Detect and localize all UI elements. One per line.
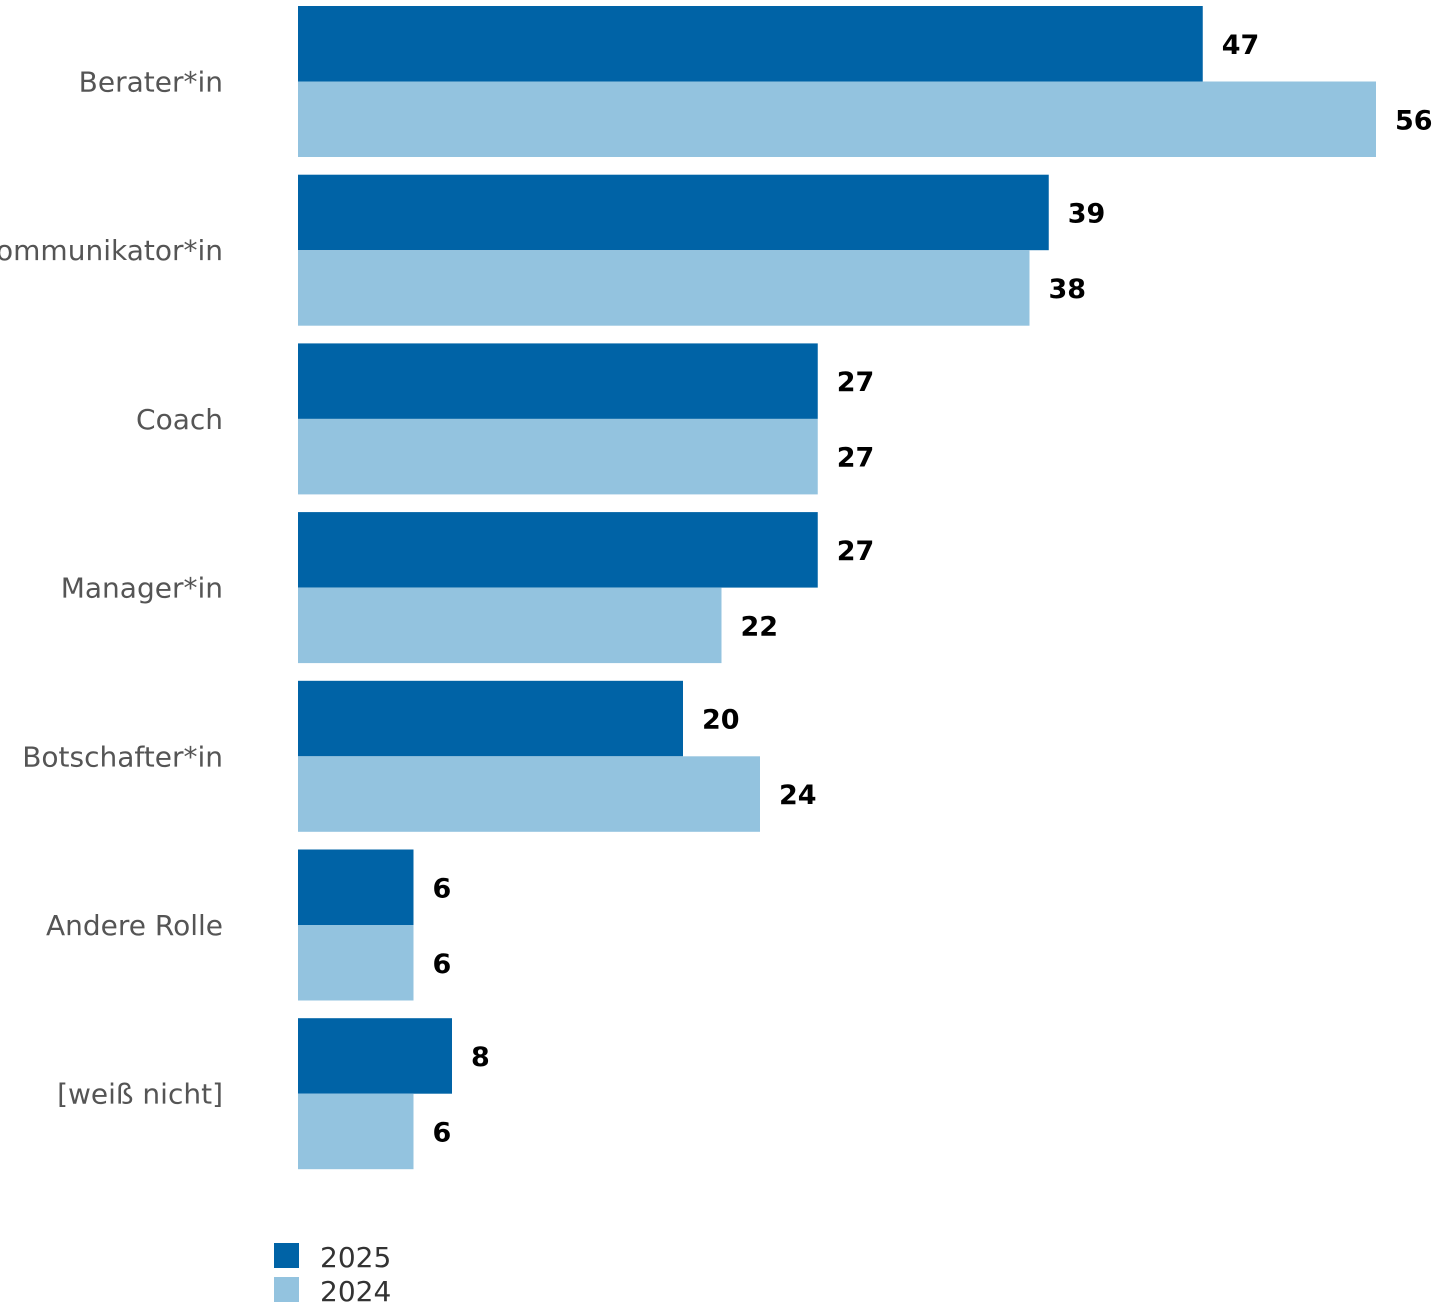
category-label: Botschafter*in <box>22 740 223 773</box>
bar-2025 <box>298 849 414 925</box>
bar-2025 <box>298 512 818 588</box>
value-label: 8 <box>471 1042 490 1073</box>
bar-2024 <box>298 756 760 832</box>
value-label: 27 <box>837 367 875 398</box>
value-label: 27 <box>837 536 875 567</box>
bar-2024 <box>298 587 722 664</box>
bar-2025 <box>298 343 818 419</box>
bar-2025 <box>298 174 1049 251</box>
category-label: Berater*in <box>79 66 223 99</box>
bar-2025 <box>298 680 683 757</box>
legend-swatch-2025 <box>274 1243 299 1268</box>
bar-2024 <box>298 418 818 495</box>
value-label: 6 <box>433 873 452 904</box>
value-label: 38 <box>1049 274 1087 305</box>
bar-2025 <box>298 6 1203 82</box>
category-label: Coach <box>136 403 223 436</box>
value-label: 47 <box>1222 30 1260 61</box>
plot-area: Berater*in 47 56 Kommunikator*in 39 38 Coach 27… <box>0 6 1433 1170</box>
legend-label: 2025 <box>320 1241 391 1274</box>
value-label: 20 <box>702 705 740 736</box>
legend-swatch-2024 <box>274 1277 299 1302</box>
category-label: Kommunikator*in <box>0 234 223 267</box>
bar-2024 <box>298 81 1376 157</box>
bar-2024 <box>298 925 414 1001</box>
value-label: 24 <box>779 780 817 811</box>
bar-2024 <box>298 1093 414 1170</box>
category-label: [weiß nicht] <box>57 1078 223 1111</box>
value-label: 39 <box>1068 198 1106 229</box>
value-label: 56 <box>1395 105 1433 136</box>
legend-label: 2024 <box>320 1275 391 1303</box>
category-label: Manager*in <box>61 572 223 605</box>
value-label: 6 <box>433 1117 452 1148</box>
value-label: 27 <box>837 443 875 474</box>
category-label: Andere Rolle <box>46 909 223 942</box>
value-label: 22 <box>741 611 779 642</box>
value-label: 6 <box>433 949 452 980</box>
bar-2025 <box>298 1018 452 1094</box>
bar-2024 <box>298 250 1030 326</box>
